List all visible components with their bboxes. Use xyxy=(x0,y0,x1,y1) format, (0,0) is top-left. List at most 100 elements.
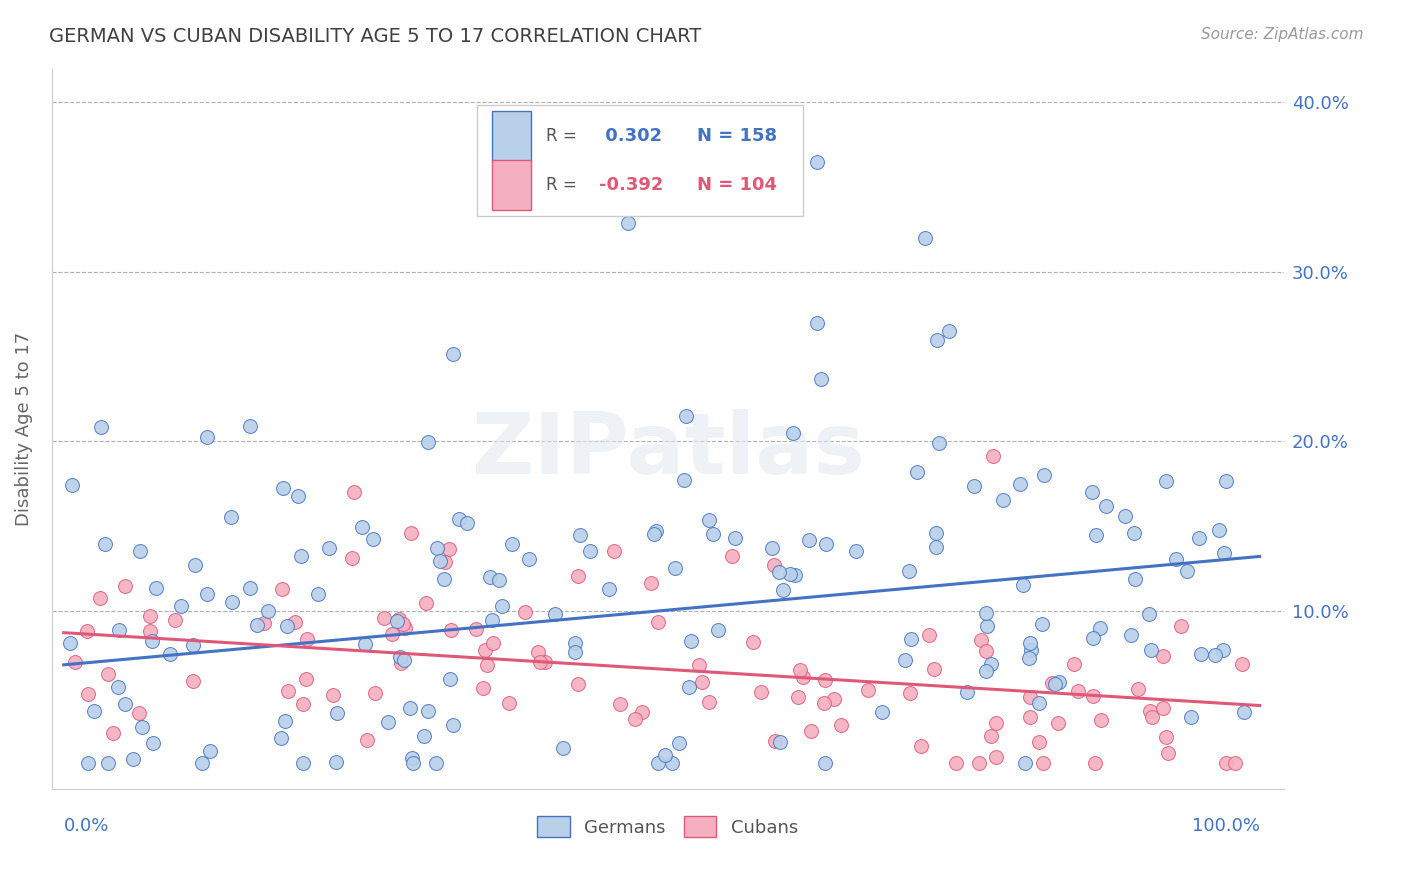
Point xyxy=(388,650,411,665)
Point xyxy=(474,642,496,657)
Point xyxy=(697,695,720,709)
Point xyxy=(1215,756,1237,771)
Point xyxy=(97,756,120,771)
Point xyxy=(678,680,700,694)
Point xyxy=(815,536,838,550)
Y-axis label: Disability Age 5 to 17: Disability Age 5 to 17 xyxy=(15,332,32,525)
Point xyxy=(925,333,948,347)
Point xyxy=(567,569,589,583)
Point xyxy=(830,717,852,731)
Point xyxy=(1140,709,1163,723)
Point xyxy=(938,324,960,338)
Point xyxy=(350,520,373,534)
Point xyxy=(769,735,792,749)
Point xyxy=(481,613,503,627)
Point xyxy=(914,231,936,245)
Point xyxy=(974,644,997,658)
Point xyxy=(276,618,298,632)
Point xyxy=(128,706,150,721)
Text: -0.392: -0.392 xyxy=(599,176,664,194)
Point xyxy=(107,680,129,694)
Point xyxy=(437,542,460,557)
Point xyxy=(845,544,868,558)
Point xyxy=(94,536,117,550)
Point xyxy=(980,729,1002,743)
Point xyxy=(1033,468,1056,483)
Point xyxy=(141,634,163,648)
Point xyxy=(1232,657,1254,671)
Point xyxy=(673,473,696,487)
Point xyxy=(898,564,921,578)
Point xyxy=(488,574,510,588)
Point xyxy=(1063,657,1085,671)
Point xyxy=(498,696,520,710)
Point xyxy=(108,623,131,637)
Point xyxy=(564,645,586,659)
Point xyxy=(893,653,915,667)
Point xyxy=(425,541,447,555)
Bar xyxy=(492,160,531,211)
Point xyxy=(918,628,941,642)
Point xyxy=(1084,528,1107,542)
Text: 0.0%: 0.0% xyxy=(63,817,110,835)
Point xyxy=(139,624,162,639)
Point xyxy=(475,658,498,673)
Point xyxy=(1067,684,1090,698)
Point xyxy=(970,632,993,647)
Point xyxy=(631,705,654,719)
Point xyxy=(415,596,437,610)
Point xyxy=(481,636,503,650)
Point xyxy=(799,533,821,548)
Point xyxy=(763,558,786,572)
Point xyxy=(945,756,967,771)
Point xyxy=(1208,524,1230,538)
Point xyxy=(399,700,422,714)
Point xyxy=(1212,643,1234,657)
Point xyxy=(1187,532,1209,546)
Point xyxy=(456,516,478,531)
Point xyxy=(181,673,204,688)
Point xyxy=(1084,756,1107,771)
Point xyxy=(1180,710,1202,724)
Point xyxy=(377,715,399,730)
Point xyxy=(388,612,411,626)
Point xyxy=(643,527,665,541)
Point xyxy=(159,647,181,661)
Bar xyxy=(492,111,531,161)
Point xyxy=(83,704,105,718)
Point xyxy=(697,513,720,527)
Point xyxy=(1010,476,1032,491)
Text: R =: R = xyxy=(546,176,582,194)
Point xyxy=(270,731,292,746)
Point xyxy=(340,551,363,566)
Point xyxy=(702,526,724,541)
Point xyxy=(761,541,783,555)
Point xyxy=(181,638,204,652)
Point xyxy=(1019,642,1042,657)
Point xyxy=(1157,746,1180,760)
Point xyxy=(1215,474,1237,488)
Point xyxy=(910,739,932,753)
Point xyxy=(1128,681,1150,696)
Point xyxy=(429,554,451,568)
Point xyxy=(681,633,703,648)
Point xyxy=(165,613,187,627)
Point xyxy=(984,716,1007,731)
Point xyxy=(256,604,278,618)
Point xyxy=(551,740,574,755)
Point xyxy=(569,528,592,542)
Point xyxy=(399,526,422,541)
Point xyxy=(810,371,832,385)
Point xyxy=(1125,572,1147,586)
Point xyxy=(425,756,447,771)
Point xyxy=(1014,756,1036,771)
Point xyxy=(1122,526,1144,541)
Point xyxy=(239,418,262,433)
Point xyxy=(1031,617,1053,632)
Point xyxy=(1088,621,1111,635)
Point xyxy=(412,729,434,743)
Point xyxy=(169,599,191,614)
Point xyxy=(77,756,100,771)
Point xyxy=(924,540,946,554)
Point xyxy=(779,566,801,581)
